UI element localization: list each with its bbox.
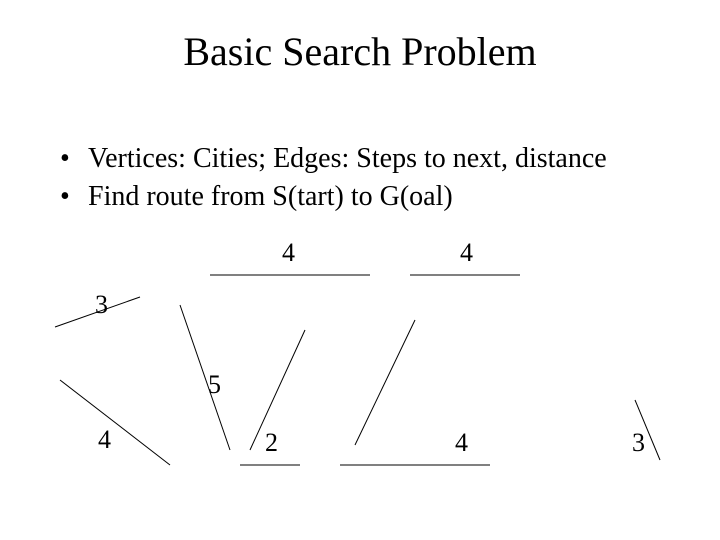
- edge-label: 3: [632, 428, 645, 458]
- edge-label: 4: [460, 238, 473, 268]
- edge-label: 4: [282, 238, 295, 268]
- bullet-item: Vertices: Cities; Edges: Steps to next, …: [60, 140, 607, 178]
- edge-line: [180, 305, 230, 450]
- edge-line: [355, 320, 415, 445]
- edge-label: 4: [98, 425, 111, 455]
- slide: Basic Search Problem Vertices: Cities; E…: [0, 0, 720, 540]
- edge-line: [60, 380, 170, 465]
- edge-label: 4: [455, 428, 468, 458]
- edge-label: 2: [265, 428, 278, 458]
- edge-label: 5: [208, 370, 221, 400]
- graph-svg: [0, 0, 720, 540]
- edge-label: 3: [95, 290, 108, 320]
- slide-title: Basic Search Problem: [0, 28, 720, 75]
- bullet-list: Vertices: Cities; Edges: Steps to next, …: [60, 140, 607, 216]
- bullet-item: Find route from S(tart) to G(oal): [60, 178, 607, 216]
